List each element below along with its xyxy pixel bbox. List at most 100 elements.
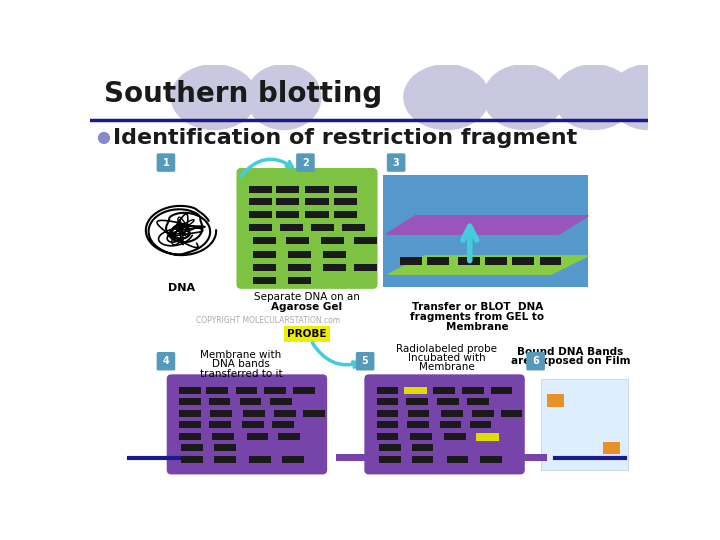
Bar [377,387,398,394]
Bar [204,454,282,461]
Ellipse shape [171,65,256,130]
FancyBboxPatch shape [236,168,377,289]
Bar [305,198,329,205]
Text: 1: 1 [163,158,169,167]
Bar [179,387,201,394]
Text: Membrane with: Membrane with [200,350,282,360]
Ellipse shape [246,65,321,130]
Bar [500,410,523,417]
Text: transferred to it: transferred to it [200,369,282,379]
Bar [377,421,398,428]
Bar [379,444,401,451]
Bar [439,421,462,428]
Bar [240,398,261,405]
Bar [476,433,498,440]
Polygon shape [386,215,588,234]
Text: 2: 2 [302,158,309,167]
Bar [377,433,398,440]
Bar [406,398,428,405]
Text: COPYRIGHT MOLECULARSTATION.com: COPYRIGHT MOLECULARSTATION.com [196,316,341,325]
Bar [282,456,304,463]
Text: Identification of restriction fragment: Identification of restriction fragment [113,128,577,148]
Bar [441,410,463,417]
Bar [541,379,628,470]
Bar [235,387,258,394]
Text: Membrane: Membrane [418,362,474,373]
FancyBboxPatch shape [157,153,175,172]
Text: Agarose Gel: Agarose Gel [271,302,343,312]
Bar [249,211,272,218]
Text: Southern blotting: Southern blotting [104,80,382,108]
Bar [412,456,433,463]
Bar [264,387,286,394]
Bar [287,251,311,258]
Bar [458,257,480,265]
Text: 4: 4 [163,356,169,366]
Bar [469,454,547,461]
Bar [404,387,427,394]
Bar [270,398,292,405]
FancyBboxPatch shape [356,352,374,370]
Bar [303,410,325,417]
Bar [472,410,494,417]
Bar [253,237,276,244]
Bar [253,278,276,284]
FancyBboxPatch shape [387,153,405,172]
Bar [336,454,414,461]
Bar [444,433,466,440]
Bar [276,186,300,193]
Text: Separate DNA on an: Separate DNA on an [254,292,360,302]
Bar [469,421,492,428]
Text: Transfer or BLOT  DNA: Transfer or BLOT DNA [412,302,543,312]
Bar [214,456,235,463]
Bar [287,278,311,284]
Bar [485,257,507,265]
Bar [214,444,235,451]
Text: are Exposed on Film: are Exposed on Film [510,356,630,366]
Bar [334,186,357,193]
Bar [433,387,455,394]
Bar [383,175,588,287]
Bar [323,264,346,271]
Bar [280,224,303,231]
Ellipse shape [609,65,687,130]
FancyBboxPatch shape [167,374,327,475]
Bar [539,257,561,265]
Bar [287,264,311,271]
Bar [305,211,329,218]
Text: DNA bands: DNA bands [212,359,270,369]
Bar [179,398,201,405]
Bar [476,433,499,441]
Bar [212,433,234,440]
Bar [377,398,398,405]
Text: Radiolabeled probe: Radiolabeled probe [396,344,497,354]
Text: 5: 5 [361,356,369,366]
Bar [437,398,459,405]
Bar [293,387,315,394]
Bar [354,264,377,271]
Bar [249,224,272,231]
Text: PROBE: PROBE [287,329,327,339]
Bar [379,456,401,463]
Text: 3: 3 [392,158,400,167]
Bar [305,186,329,193]
Bar [603,442,620,455]
Bar [462,387,484,394]
Bar [243,410,265,417]
Bar [276,198,300,205]
Ellipse shape [484,65,564,130]
Bar [249,456,271,463]
Text: DNA: DNA [168,283,195,293]
Bar [249,186,272,193]
Bar [206,387,228,394]
Bar [274,410,296,417]
Bar [209,398,230,405]
Bar [181,456,203,463]
FancyBboxPatch shape [296,153,315,172]
Bar [427,257,449,265]
Bar [272,421,294,428]
Bar [249,198,272,205]
Bar [490,387,513,394]
Bar [412,444,433,451]
Bar [210,410,232,417]
